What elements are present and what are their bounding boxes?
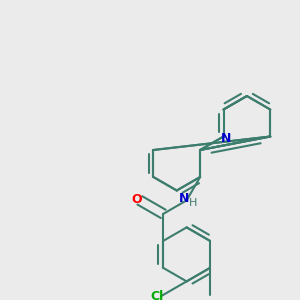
Text: Cl: Cl bbox=[151, 290, 164, 300]
Text: O: O bbox=[131, 193, 142, 206]
Text: H: H bbox=[189, 198, 197, 208]
Text: N: N bbox=[179, 192, 189, 206]
Text: N: N bbox=[221, 131, 232, 145]
